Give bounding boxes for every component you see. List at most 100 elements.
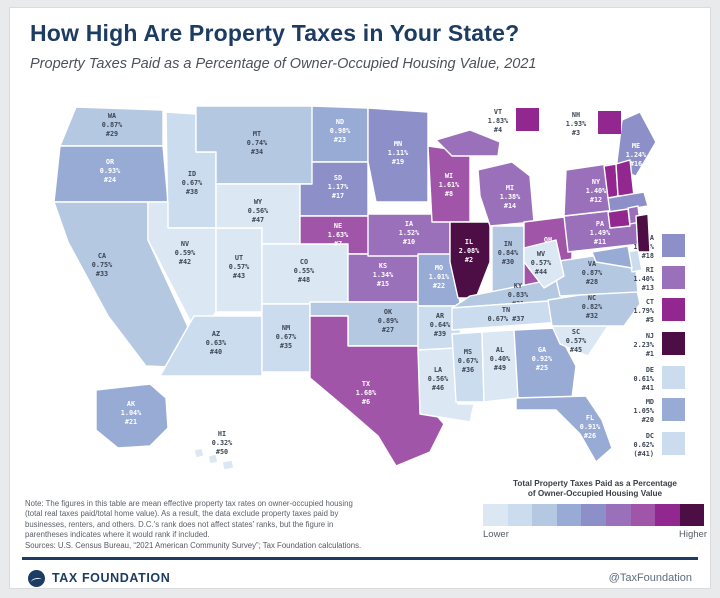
state-label: SC 0.57% #45	[566, 328, 587, 354]
state-label: NJ 2.23% #1	[634, 332, 655, 358]
state-label: NV 0.59% #42	[175, 240, 196, 266]
state-shape	[207, 453, 219, 465]
brand-name: TAX FOUNDATION	[52, 571, 171, 585]
page-title: How High Are Property Taxes in Your Stat…	[30, 20, 520, 46]
state-shape	[513, 327, 577, 399]
state-label: OK 0.89% #27	[378, 308, 399, 334]
state-label: NY 1.40% #12	[586, 178, 607, 204]
state-ND: ND 0.98% #23	[311, 105, 369, 163]
state-HI: HI 0.32% #50	[193, 430, 235, 471]
state-label: NE 1.63% #7	[328, 222, 349, 248]
state-label: WY 0.56% #47	[248, 198, 269, 224]
state-label: MN 1.11% #19	[388, 140, 409, 166]
state-label: LA 0.56% #46	[428, 366, 449, 392]
state-label: TX 1.68% #6	[356, 380, 377, 406]
legend-step-2	[507, 504, 533, 526]
state-label: IA 1.52% #10	[399, 220, 420, 246]
page-subtitle: Property Taxes Paid as a Percentage of O…	[30, 56, 537, 72]
state-label: AL 0.40% #49	[490, 346, 511, 372]
state-label: OR 0.93% #24	[100, 158, 121, 184]
state-label: AK 1.04% #21	[121, 400, 142, 426]
state-shape	[515, 395, 613, 463]
legend-title: Total Property Taxes Paid as a Percentag…	[513, 479, 677, 498]
state-MS: MS 0.67% #36	[451, 331, 485, 403]
legend-step-9	[679, 504, 705, 526]
state-label: WV 0.57% #44	[531, 250, 552, 276]
state-color-swatch	[516, 108, 539, 131]
state-GA: GA 0.92% #25	[513, 327, 577, 399]
state-label: ND 0.98% #23	[330, 118, 351, 144]
legend-higher-label: Higher	[679, 529, 707, 540]
state-label: AZ 0.63% #40	[206, 330, 227, 356]
state-CT: CT 1.79% #5	[607, 208, 685, 324]
state-label: VA 0.87% #28	[582, 260, 603, 286]
state-label: PA 1.49% #11	[590, 220, 611, 246]
legend-step-1	[483, 504, 508, 526]
state-OR: OR 0.93% #24	[53, 145, 169, 203]
state-MI: MI 1.38% #14	[435, 129, 535, 227]
state-label: RI 1.40% #13	[634, 266, 655, 292]
state-label: IL 2.08% #2	[459, 238, 480, 264]
tax-foundation-logo-icon	[28, 569, 45, 587]
state-label: NH 1.93% #3	[566, 111, 587, 137]
state-shape	[607, 208, 631, 229]
state-label: DE 0.61% #41	[634, 366, 655, 392]
state-shape	[193, 447, 205, 459]
legend-step-6	[605, 504, 631, 526]
state-shape	[309, 315, 445, 467]
state-color-swatch	[598, 111, 621, 134]
state-label: CA 0.75% #33	[92, 252, 113, 278]
state-MD: MD 1.05% #20	[591, 245, 685, 424]
state-label: FL 0.91% #26	[580, 414, 601, 440]
state-label: CT 1.79% #5	[634, 298, 655, 324]
state-WV: WV 0.57% #44	[523, 239, 565, 289]
state-WI: WI 1.61% #8	[427, 145, 471, 223]
state-NH: NH 1.93% #3	[566, 111, 635, 197]
state-IN: IN 0.84% #30	[491, 225, 525, 293]
state-AL: AL 0.40% #49	[481, 329, 519, 403]
state-IL: IL 2.08% #2	[449, 221, 491, 299]
note-line: businesses, renters, and others. D.C.'s …	[25, 519, 334, 529]
state-NM: NM 0.67% #35	[261, 303, 311, 373]
state-shape	[435, 129, 501, 157]
state-label: WI 1.61% #8	[439, 172, 460, 198]
state-label: UT 0.57% #43	[229, 254, 250, 280]
state-label: SD 1.17% #17	[328, 174, 349, 200]
state-shape	[635, 213, 651, 253]
state-DE: DE 0.61% #41	[627, 249, 685, 392]
state-TN: TN 0.67% #37	[451, 299, 563, 331]
legend-step-4	[556, 504, 582, 526]
state-color-swatch	[662, 332, 685, 355]
us-choropleth-map: WA 0.87% #29 OR 0.93% #24 CA 0.75% #33 ID 0.67% #38…	[53, 105, 685, 471]
state-label: MD 1.05% #20	[634, 398, 655, 424]
state-color-swatch	[662, 266, 685, 289]
state-CO: CO 0.55% #48	[261, 243, 349, 305]
state-label: IN 0.84% #30	[498, 240, 519, 266]
note-line: parentheses indicates where it would ran…	[25, 530, 210, 540]
color-legend: Total Property Taxes Paid as a Percentag…	[483, 479, 707, 540]
state-shape	[95, 383, 169, 449]
state-color-swatch	[662, 298, 685, 321]
state-shape	[221, 459, 235, 471]
state-WA: WA 0.87% #29	[59, 106, 164, 147]
state-label: MI 1.38% #14	[500, 184, 521, 210]
state-MN: MN 1.11% #19	[367, 107, 429, 203]
footnote: Note: The figures in this table are mean…	[25, 499, 473, 551]
state-label: VT 1.83% #4	[488, 108, 509, 134]
state-label: NC 0.82% #32	[582, 294, 603, 320]
state-label: GA 0.92% #25	[532, 346, 553, 372]
state-FL: FL 0.91% #26	[515, 395, 613, 463]
state-KS: KS 1.34% #15	[347, 253, 419, 303]
state-label: ME 1.24% #16	[626, 142, 647, 168]
state-label: DC 0.62% (#41)	[634, 432, 655, 458]
state-label: MS 0.67% #36	[458, 348, 479, 374]
state-label: HI 0.32% #50	[212, 430, 233, 456]
footer-divider	[22, 557, 698, 560]
legend-step-5	[581, 504, 606, 526]
state-color-swatch	[662, 234, 685, 257]
state-label: TN 0.67% #37	[488, 306, 525, 323]
state-NJ: NJ 2.23% #1	[634, 213, 685, 358]
legend-step-3	[532, 504, 557, 526]
state-color-swatch	[662, 432, 685, 455]
state-DC: DC 0.62% (#41)	[634, 432, 685, 458]
